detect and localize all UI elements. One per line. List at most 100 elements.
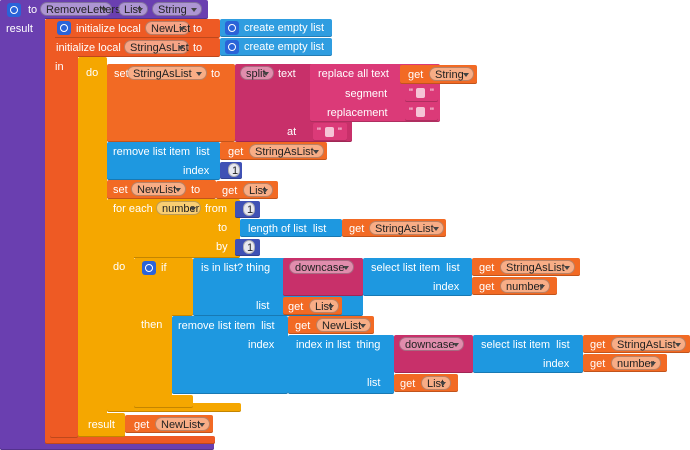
block-label: segment	[345, 88, 388, 100]
block-label: index	[543, 358, 570, 370]
block-label: to	[211, 68, 221, 80]
block-label: index in list thing	[296, 339, 381, 351]
block-label: text	[278, 68, 296, 80]
gear-icon[interactable]	[7, 3, 21, 17]
block	[363, 258, 472, 296]
block-label: if	[161, 262, 167, 274]
dropdown-field[interactable]: StringAsList	[611, 337, 686, 351]
dropdown-field[interactable]: StringAsList	[500, 260, 575, 274]
block-label: create empty list	[244, 41, 325, 53]
block	[50, 38, 220, 57]
dropdown-field[interactable]: StringAsList	[127, 66, 207, 80]
block	[172, 316, 288, 394]
block-label: from	[205, 203, 227, 215]
block-label: get	[349, 223, 365, 235]
dropdown-field[interactable]: number	[500, 279, 550, 293]
block-label: "	[338, 126, 342, 138]
dropdown-field[interactable]: List	[421, 376, 451, 390]
block-label: initialize local	[56, 42, 121, 54]
block-label: then	[141, 319, 163, 331]
block	[134, 395, 193, 408]
dropdown-field[interactable]: split	[240, 66, 274, 80]
block-label: to	[193, 23, 203, 35]
dropdown-field[interactable]: String	[429, 67, 474, 81]
block	[107, 142, 220, 180]
text-placeholder	[416, 107, 425, 117]
number-field[interactable]: 1	[243, 240, 255, 254]
block	[472, 258, 580, 276]
block	[288, 316, 374, 334]
gear-icon[interactable]	[57, 21, 71, 35]
block-label: do	[86, 67, 99, 79]
dropdown-field[interactable]: NewList	[316, 318, 371, 332]
block-label: get	[228, 146, 244, 158]
number-field[interactable]: 1	[228, 163, 240, 177]
block-label: remove list item list	[113, 146, 210, 158]
block	[472, 277, 557, 295]
block-label: "	[409, 106, 413, 118]
block	[45, 436, 215, 444]
block-label: set	[114, 68, 129, 80]
block-label: to	[218, 222, 228, 234]
block-label: replacement	[327, 107, 388, 119]
block	[107, 199, 134, 409]
gear-icon[interactable]	[142, 261, 156, 275]
dropdown-field[interactable]: NewList	[145, 21, 190, 35]
block	[220, 19, 332, 37]
dropdown-field[interactable]: StringAsList	[369, 221, 444, 235]
dropdown-field[interactable]: RemoveLetters	[40, 2, 121, 16]
block-label: index	[183, 165, 210, 177]
block-label: create empty list	[244, 22, 325, 34]
block-label: is in list? thing	[201, 262, 271, 274]
block	[473, 335, 583, 373]
dropdown-field[interactable]: StringAsList	[124, 40, 189, 54]
dropdown-field[interactable]: number	[156, 201, 201, 215]
dropdown-field[interactable]: NewList	[131, 182, 186, 196]
block-label: to	[28, 4, 38, 16]
block-label: in	[55, 61, 64, 73]
block-label: set	[113, 184, 128, 196]
block-label: select list item list	[481, 339, 570, 351]
number-field[interactable]: 1	[243, 202, 255, 216]
block-label: list	[367, 377, 381, 389]
block-label: "	[430, 87, 434, 99]
text-placeholder	[416, 88, 425, 98]
block	[0, 0, 45, 450]
dropdown-field[interactable]: downcase	[399, 337, 464, 351]
block-label: length of list list	[248, 223, 327, 235]
dropdown-field[interactable]: List	[309, 299, 339, 313]
block	[400, 65, 477, 84]
gear-icon[interactable]	[225, 21, 239, 35]
block-label: to	[191, 184, 201, 196]
block	[583, 354, 667, 372]
block-label: replace all text	[318, 68, 389, 80]
block	[134, 258, 172, 408]
block	[583, 335, 690, 353]
block-label: at	[287, 126, 297, 138]
text-placeholder	[325, 127, 334, 137]
dropdown-field[interactable]: String	[152, 2, 202, 16]
block	[78, 413, 125, 437]
block-label: index	[248, 339, 275, 351]
dropdown-field[interactable]: List	[118, 2, 148, 16]
block-label: "	[317, 126, 321, 138]
block-label: get	[400, 378, 416, 390]
block-label: "	[430, 106, 434, 118]
dropdown-field[interactable]: List	[243, 183, 273, 197]
block-label: "	[409, 87, 413, 99]
dropdown-field[interactable]: number	[611, 356, 661, 370]
block-label: get	[222, 185, 238, 197]
block-label: by	[216, 241, 228, 253]
block	[220, 142, 327, 160]
gear-icon[interactable]	[225, 40, 239, 54]
dropdown-field[interactable]: NewList	[155, 417, 210, 431]
block-label: get	[479, 281, 495, 293]
dropdown-field[interactable]: StringAsList	[249, 144, 324, 158]
block	[0, 440, 214, 450]
dropdown-field[interactable]: downcase	[289, 260, 354, 274]
block-label: result	[6, 23, 33, 35]
block-label: result	[88, 419, 115, 431]
block-label: index	[433, 281, 460, 293]
block	[288, 335, 394, 394]
